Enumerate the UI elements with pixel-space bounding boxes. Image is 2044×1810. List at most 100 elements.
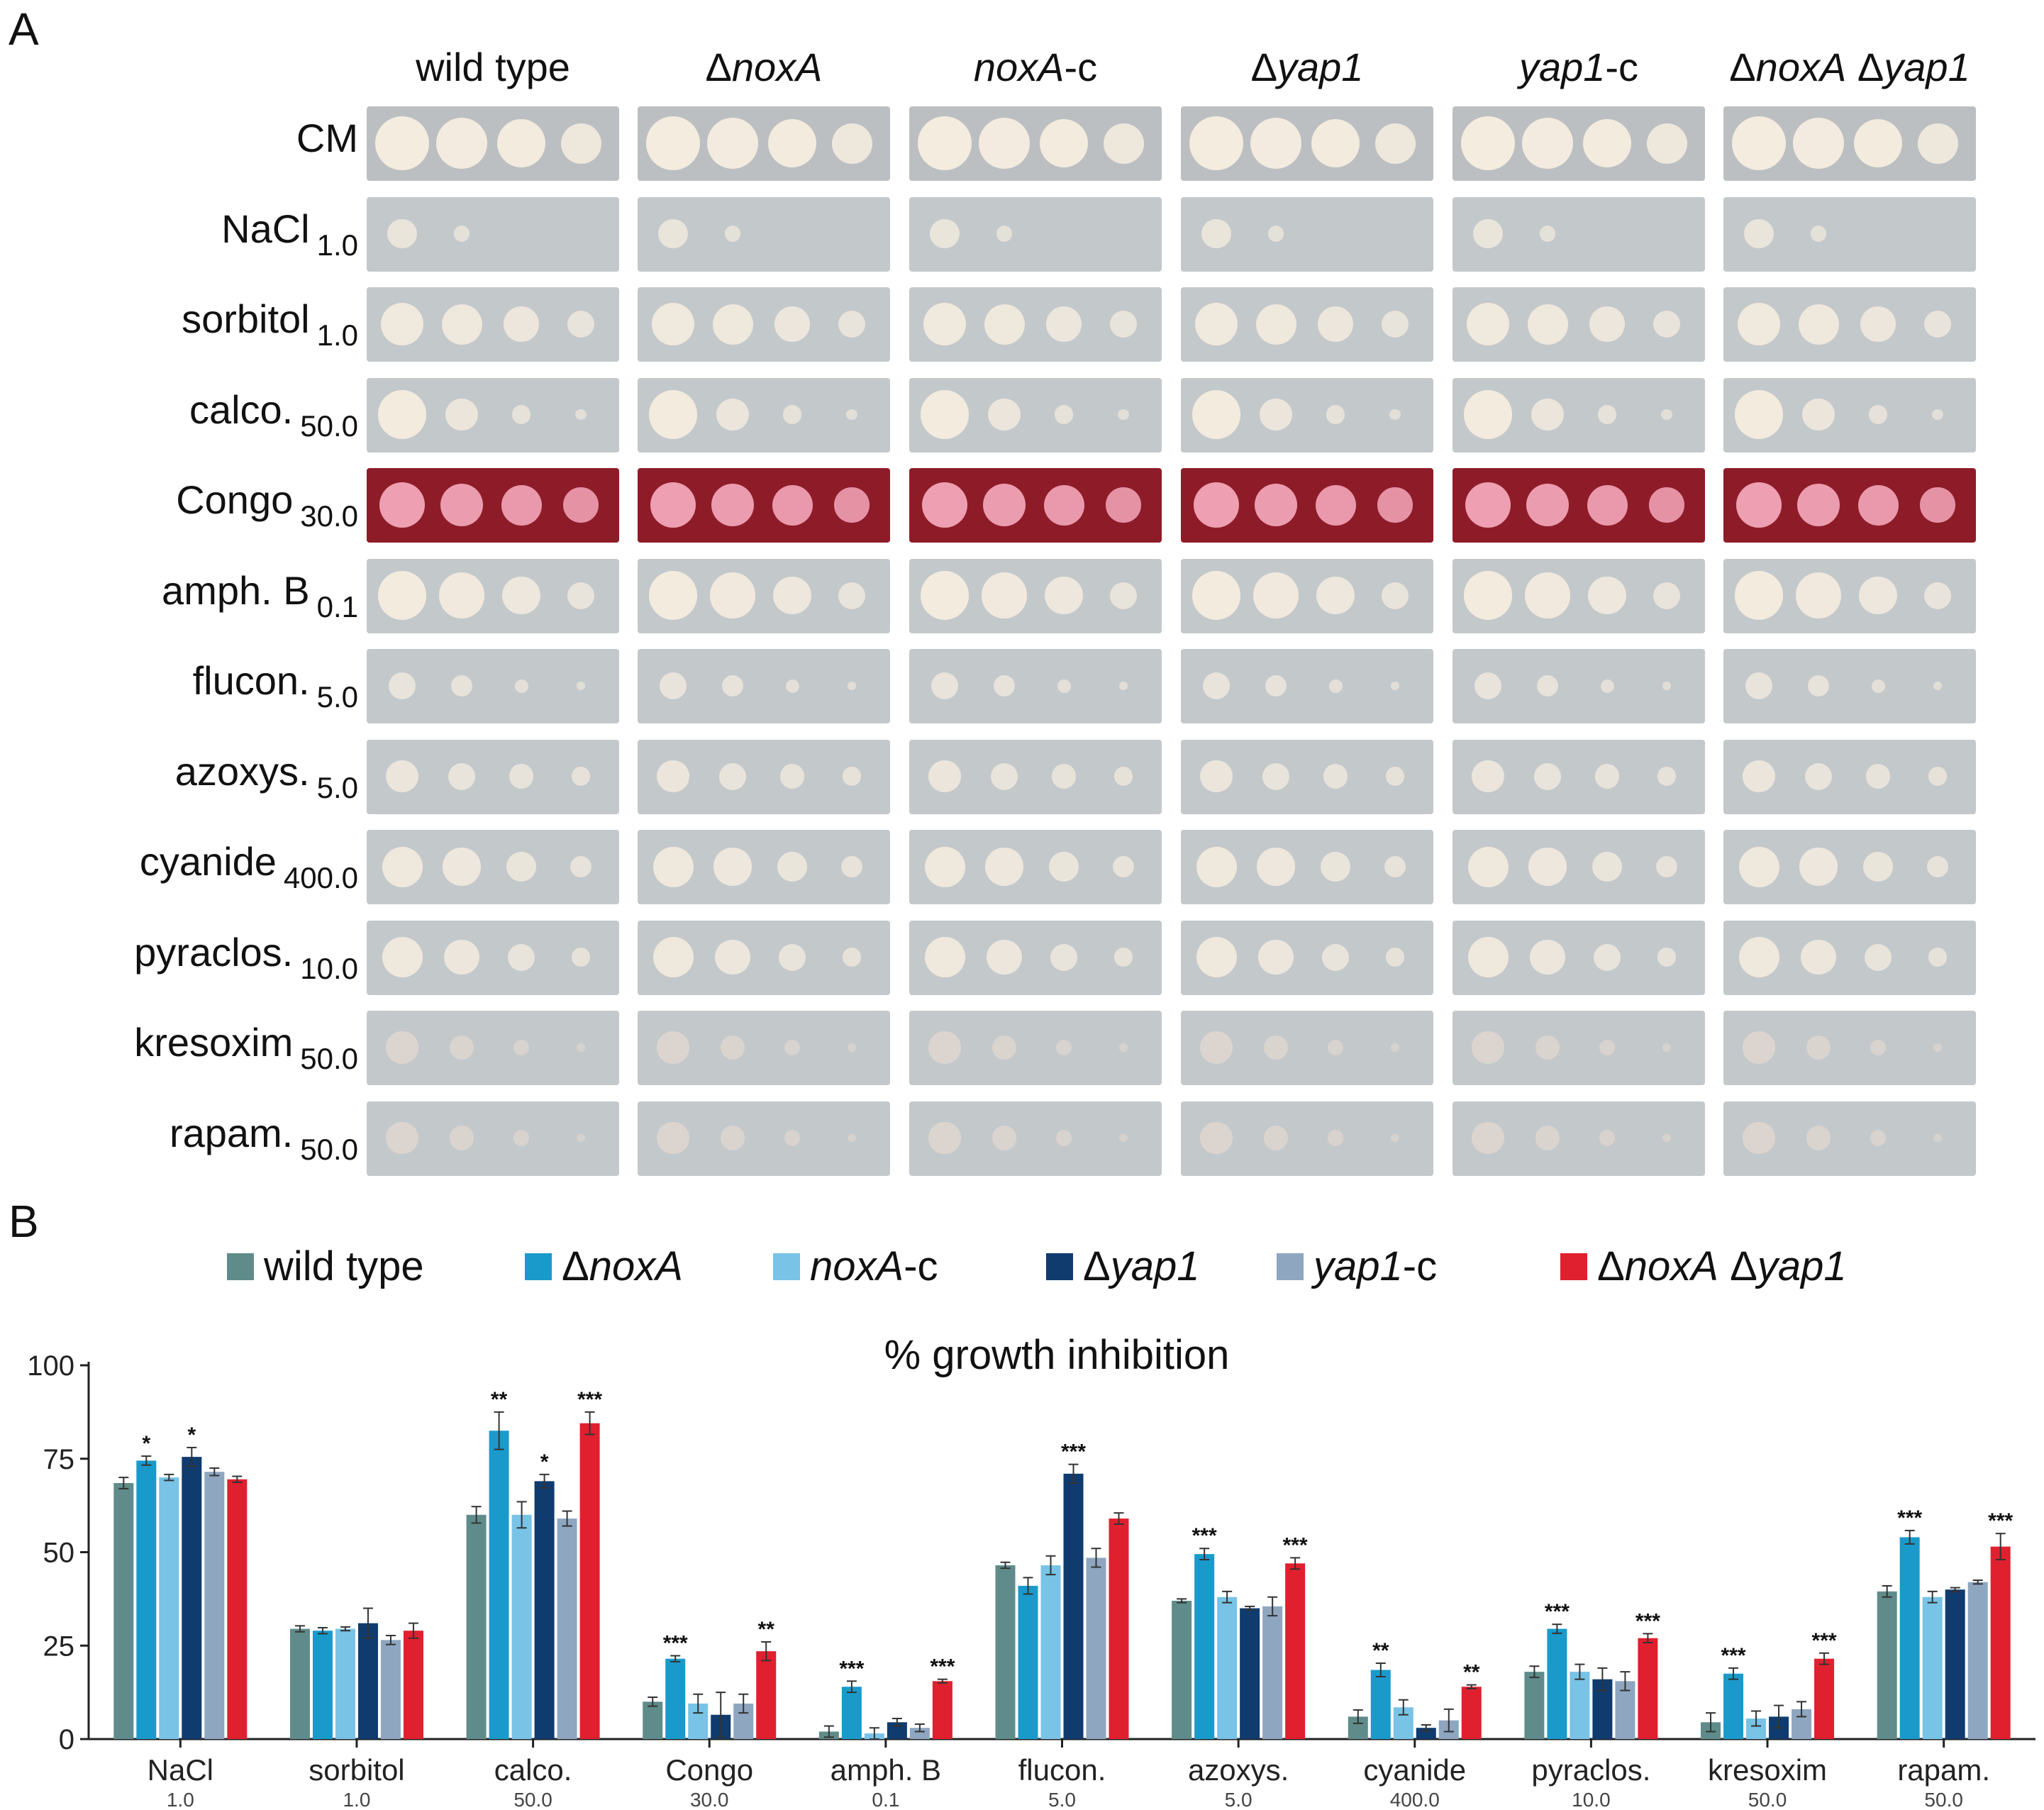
condition-concentration: 1.0 (316, 228, 358, 262)
significance-label: *** (1721, 1644, 1746, 1667)
colony-spot (779, 764, 805, 789)
colony-spot (1526, 483, 1570, 527)
colony-spot (1589, 306, 1625, 342)
colony-spot (996, 226, 1013, 242)
x-tick-sublabel: 30.0 (690, 1789, 729, 1810)
bar (1217, 1597, 1238, 1739)
plate-r1-s1 (638, 196, 890, 272)
plate-r5-s3 (1181, 558, 1433, 633)
plate-r2-s1 (638, 287, 890, 362)
colony-spot (1810, 226, 1827, 242)
x-tick-label: NaCl (148, 1753, 213, 1787)
colony-spot (657, 1031, 689, 1064)
colony-spot (449, 1126, 474, 1150)
colony-spot (1539, 226, 1556, 242)
colony-spot (440, 483, 484, 527)
colony-spot (379, 482, 426, 528)
bar (1877, 1591, 1897, 1739)
colony-spot (1536, 674, 1559, 697)
significance-label: * (142, 1432, 150, 1455)
plate-r3-s1 (638, 377, 890, 452)
bar (204, 1472, 225, 1739)
colony-spot (1200, 760, 1233, 793)
significance-label: * (540, 1450, 549, 1474)
plate-r9-s0 (367, 920, 619, 995)
colony-spot (1734, 390, 1784, 439)
condition-label-11: rapam. 50.0 (170, 1110, 358, 1166)
colony-spot (713, 848, 752, 886)
plate-r10-s3 (1181, 1011, 1433, 1085)
colony-spot (1870, 1039, 1887, 1056)
colony-spot (577, 1133, 585, 1143)
condition-name: kresoxim (134, 1020, 294, 1065)
x-tick-label: pyraclos. (1531, 1753, 1650, 1787)
colony-spot (1112, 855, 1135, 878)
plate-r7-s1 (638, 739, 890, 814)
colony-spot (1385, 948, 1405, 967)
legend-item-4: yap1-c (1277, 1243, 1437, 1290)
colony-spot (1865, 764, 1891, 789)
condition-concentration: 1.0 (316, 318, 358, 352)
colony-spot (1113, 767, 1133, 786)
legend-label: ΔnoxA Δyap1 (1597, 1243, 1847, 1289)
bar (1990, 1546, 2011, 1739)
colony-spot (506, 852, 536, 882)
condition-label-4: Congo 30.0 (176, 477, 358, 533)
condition-concentration: 10.0 (300, 951, 358, 985)
plate-r9-s1 (638, 920, 890, 995)
colony-spot (928, 760, 961, 793)
bar (1922, 1597, 1943, 1739)
plate-r3-s5 (1723, 377, 1976, 452)
bar (1570, 1672, 1590, 1739)
bar (1240, 1608, 1260, 1739)
colony-spot (567, 311, 594, 338)
colony-spot (1321, 852, 1350, 882)
y-tick-label: 75 (43, 1444, 75, 1475)
y-tick-label: 100 (27, 1350, 74, 1382)
colony-spot (1377, 487, 1413, 523)
colony-spot (377, 390, 427, 439)
plate-r8-s3 (1181, 830, 1433, 904)
colony-spot (782, 405, 802, 424)
colony-spot (1201, 218, 1231, 249)
colony-spot (921, 482, 968, 528)
colony-spot (1119, 1133, 1128, 1143)
colony-spot (1597, 405, 1617, 424)
colony-spot (720, 1126, 745, 1150)
x-tick-sublabel: 5.0 (1048, 1789, 1076, 1810)
condition-name: cyanide (139, 839, 277, 884)
significance-label: ** (1372, 1639, 1389, 1662)
plate-r6-s4 (1453, 649, 1705, 723)
plate-r0-s5 (1723, 106, 1976, 181)
colony-spot (1795, 572, 1842, 618)
colony-spot (1871, 679, 1885, 693)
colony-spot (382, 937, 423, 977)
bar (1285, 1563, 1306, 1739)
bar (534, 1481, 555, 1739)
x-tick-label: cyanide (1363, 1753, 1466, 1787)
plate-r10-s0 (367, 1011, 619, 1085)
chart-title: % growth inhibition (884, 1332, 1230, 1378)
colony-spot (1110, 582, 1137, 609)
colony-spot (1318, 306, 1353, 342)
bar (557, 1518, 577, 1739)
colony-spot (846, 409, 857, 421)
colony-spot (920, 390, 970, 439)
colony-spot (1744, 218, 1774, 249)
plate-r11-s3 (1181, 1101, 1433, 1176)
legend-label: ΔnoxA (562, 1243, 683, 1289)
colony-spot (657, 760, 689, 793)
plate-r4-s5 (1723, 468, 1976, 543)
legend-label: noxA-c (810, 1243, 938, 1289)
plate-r9-s5 (1723, 920, 1976, 995)
colony-spot (924, 846, 965, 887)
bar (995, 1565, 1016, 1739)
condition-name: pyraclos. (134, 929, 294, 975)
colony-spot (652, 846, 694, 887)
significance-label: *** (1635, 1609, 1660, 1633)
colony-spot (1649, 487, 1684, 523)
colony-spot (1192, 390, 1241, 439)
plate-r3-s2 (909, 377, 1162, 452)
colony-spot (502, 576, 540, 615)
colony-spot (1735, 482, 1782, 528)
